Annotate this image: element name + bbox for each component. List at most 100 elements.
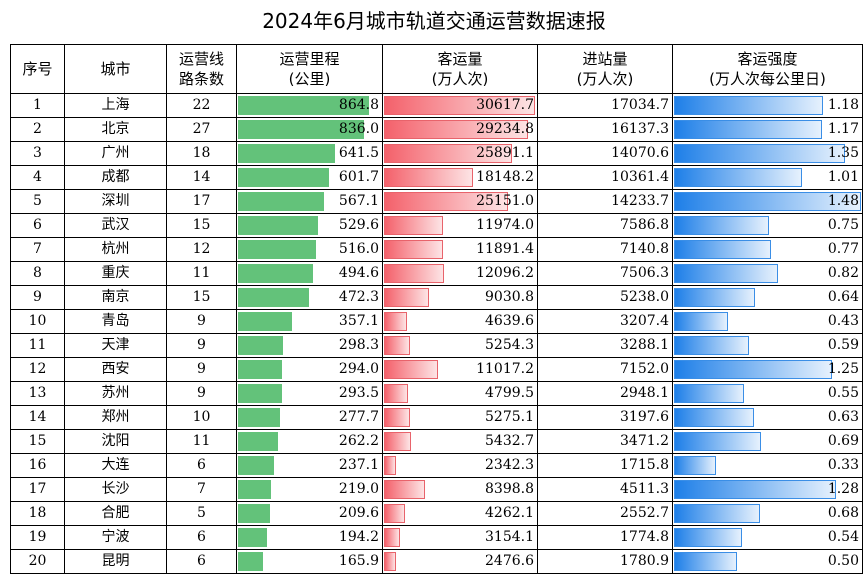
volume-bar — [384, 144, 512, 163]
row-city: 重庆 — [64, 261, 167, 286]
intensity-value: 0.82 — [827, 265, 859, 281]
volume-value: 2476.6 — [485, 553, 534, 569]
mileage-cell: 567.1 — [236, 189, 383, 214]
row-entries: 7506.3 — [537, 261, 673, 286]
mileage-value: 194.2 — [338, 529, 379, 545]
intensity-bar — [674, 360, 833, 379]
intensity-cell: 0.63 — [672, 405, 863, 430]
row-entries: 14070.6 — [537, 141, 673, 166]
mileage-bar — [238, 552, 264, 571]
intensity-cell: 1.01 — [672, 165, 863, 190]
intensity-cell: 0.43 — [672, 309, 863, 334]
mileage-cell: 294.0 — [236, 357, 383, 382]
intensity-value: 0.43 — [827, 313, 859, 329]
volume-value: 11017.2 — [476, 361, 534, 377]
intensity-value: 1.25 — [827, 361, 859, 377]
row-entries: 1780.9 — [537, 549, 673, 574]
volume-cell: 29234.8 — [382, 117, 538, 142]
row-index: 9 — [10, 285, 65, 310]
mileage-bar — [238, 480, 272, 499]
row-city: 长沙 — [64, 477, 167, 502]
intensity-cell: 1.48 — [672, 189, 863, 214]
intensity-bar — [674, 144, 845, 163]
table-row: 2 北京 27 836.0 29234.8 16137.3 1.17 — [10, 117, 863, 142]
table-row: 19 宁波 6 194.2 3154.1 1774.8 0.54 — [10, 525, 863, 550]
row-entries: 3288.1 — [537, 333, 673, 358]
row-lines: 7 — [166, 477, 237, 502]
row-index: 3 — [10, 141, 65, 166]
volume-bar — [384, 336, 410, 355]
intensity-value: 0.55 — [827, 385, 859, 401]
mileage-bar — [238, 192, 324, 211]
row-lines: 9 — [166, 309, 237, 334]
table-row: 13 苏州 9 293.5 4799.5 2948.1 0.55 — [10, 381, 863, 406]
header-volume-l1: 客运量 — [437, 50, 483, 68]
volume-bar — [384, 192, 508, 211]
row-lines: 15 — [166, 285, 237, 310]
header-mileage-l2: (公里) — [288, 70, 331, 88]
volume-cell: 5275.1 — [382, 405, 538, 430]
mileage-cell: 237.1 — [236, 453, 383, 478]
mileage-bar — [238, 360, 283, 379]
intensity-bar — [674, 312, 729, 331]
intensity-bar — [674, 120, 822, 139]
mileage-value: 294.0 — [338, 361, 379, 377]
mileage-bar — [238, 120, 365, 139]
row-city: 大连 — [64, 453, 167, 478]
table-row: 6 武汉 15 529.6 11974.0 7586.8 0.75 — [10, 213, 863, 238]
intensity-value: 0.68 — [827, 505, 859, 521]
mileage-value: 529.6 — [338, 217, 379, 233]
row-lines: 14 — [166, 165, 237, 190]
row-city: 成都 — [64, 165, 167, 190]
volume-cell: 4639.6 — [382, 309, 538, 334]
intensity-cell: 0.64 — [672, 285, 863, 310]
intensity-cell: 0.75 — [672, 213, 863, 238]
header-lines-l1: 运营线 — [178, 50, 224, 68]
row-city: 合肥 — [64, 501, 167, 526]
table-row: 11 天津 9 298.3 5254.3 3288.1 0.59 — [10, 333, 863, 358]
intensity-bar — [674, 240, 772, 259]
table-row: 10 青岛 9 357.1 4639.6 3207.4 0.43 — [10, 309, 863, 334]
row-entries: 2948.1 — [537, 381, 673, 406]
volume-bar — [384, 96, 535, 115]
intensity-cell: 1.35 — [672, 141, 863, 166]
intensity-bar — [674, 264, 778, 283]
mileage-value: 219.0 — [338, 481, 379, 497]
row-lines: 5 — [166, 501, 237, 526]
volume-bar — [384, 240, 443, 259]
row-city: 宁波 — [64, 525, 167, 550]
volume-value: 9030.8 — [485, 289, 534, 305]
row-city: 北京 — [64, 117, 167, 142]
table-row: 9 南京 15 472.3 9030.8 5238.0 0.64 — [10, 285, 863, 310]
volume-cell: 12096.2 — [382, 261, 538, 286]
mileage-cell: 298.3 — [236, 333, 383, 358]
row-index: 1 — [10, 93, 65, 118]
header-intensity-l2: (万人次每公里日) — [709, 70, 826, 88]
volume-value: 4262.1 — [485, 505, 534, 521]
intensity-cell: 1.17 — [672, 117, 863, 142]
row-index: 10 — [10, 309, 65, 334]
mileage-cell: 357.1 — [236, 309, 383, 334]
volume-bar — [384, 552, 397, 571]
volume-cell: 4799.5 — [382, 381, 538, 406]
header-city: 城市 — [64, 44, 167, 94]
row-city: 西安 — [64, 357, 167, 382]
volume-cell: 11974.0 — [382, 213, 538, 238]
row-lines: 6 — [166, 525, 237, 550]
mileage-value: 516.0 — [338, 241, 379, 257]
volume-cell: 30617.7 — [382, 93, 538, 118]
mileage-cell: 209.6 — [236, 501, 383, 526]
intensity-bar — [674, 384, 744, 403]
volume-value: 25891.1 — [476, 145, 534, 161]
mileage-value: 836.0 — [338, 121, 379, 137]
volume-bar — [384, 432, 411, 451]
intensity-cell: 0.59 — [672, 333, 863, 358]
mileage-bar — [238, 168, 329, 187]
row-city: 苏州 — [64, 381, 167, 406]
intensity-bar — [674, 336, 749, 355]
row-entries: 3207.4 — [537, 309, 673, 334]
row-index: 12 — [10, 357, 65, 382]
intensity-cell: 1.28 — [672, 477, 863, 502]
intensity-value: 0.64 — [827, 289, 859, 305]
volume-bar — [384, 120, 529, 139]
